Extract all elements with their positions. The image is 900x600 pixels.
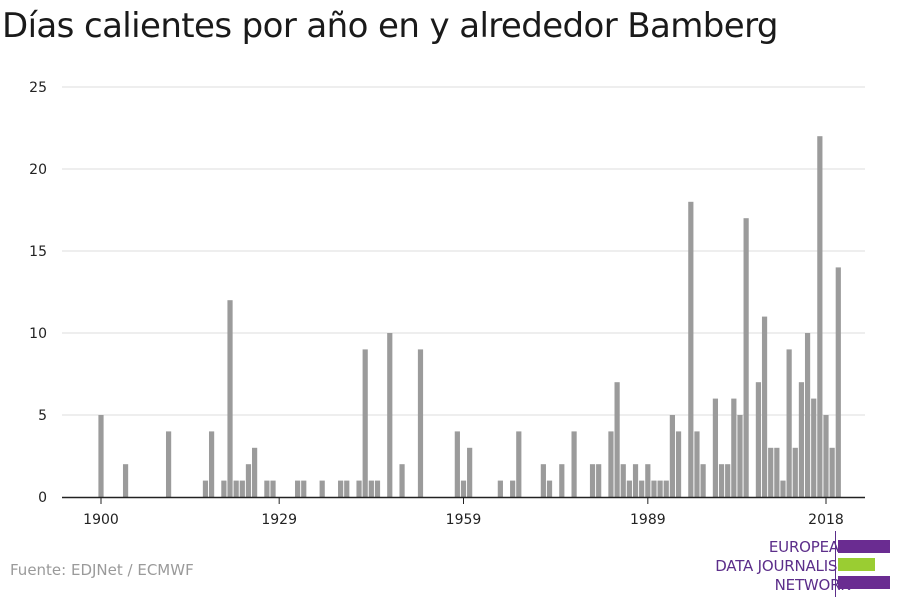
x-tick-label-1989: 1989: [630, 512, 666, 528]
bar-2009: [768, 447, 774, 497]
bar-1958: [454, 431, 460, 497]
bar-1940: [344, 480, 350, 497]
bar-1985: [620, 464, 626, 497]
bar-1981: [596, 464, 602, 497]
bar-1927: [264, 480, 270, 497]
logo-divider: [835, 531, 836, 597]
bar-2000: [712, 398, 719, 497]
x-tick-label-1959: 1959: [446, 512, 482, 528]
bar-1988: [639, 480, 645, 497]
bars: [98, 136, 841, 498]
bar-1920: [221, 480, 227, 497]
bar-1990: [651, 480, 657, 497]
bar-2019: [829, 447, 835, 497]
bar-1932: [295, 480, 301, 497]
bar-1922: [233, 480, 239, 497]
bar-1997: [694, 431, 700, 497]
y-tick-label-0: 0: [38, 490, 47, 506]
gridlines: [62, 86, 865, 416]
bar-1968: [516, 431, 522, 497]
bar-2014: [798, 382, 805, 497]
bar-1924: [245, 464, 252, 497]
y-tick-label-15: 15: [29, 244, 47, 260]
bar-1911: [165, 431, 172, 497]
bar-1921: [227, 300, 233, 497]
bar-1918: [208, 431, 215, 497]
bar-1992: [663, 480, 669, 497]
bar-2010: [774, 447, 780, 497]
bar-1960: [467, 447, 473, 497]
bar-1928: [270, 480, 276, 497]
bar-1980: [589, 464, 596, 497]
y-tick-label-20: 20: [29, 162, 47, 178]
bar-2004: [737, 415, 743, 497]
bar-2007: [755, 382, 762, 497]
bar-1991: [657, 480, 663, 497]
logo-purple-bar-bottom: [838, 576, 890, 589]
bar-1967: [510, 480, 516, 497]
bar-1933: [301, 480, 307, 497]
bar-1947: [387, 333, 393, 497]
edjnet-logo: EUROPEAN DATA JOURNALISM NETWORK: [690, 531, 900, 597]
chart-title: Días calientes por año en y alrededor Ba…: [2, 6, 778, 46]
bar-2002: [725, 464, 731, 497]
logo-green-bar: [838, 558, 875, 571]
y-tick-label-10: 10: [29, 326, 47, 342]
logo-line-2: DATA JOURNALISM: [715, 557, 850, 575]
bar-1984: [614, 382, 620, 497]
bar-1917: [202, 480, 209, 497]
bar-2017: [817, 136, 823, 497]
bar-1942: [356, 480, 362, 497]
bar-1977: [571, 431, 577, 497]
bar-1993: [669, 415, 675, 497]
bar-1949: [399, 464, 405, 497]
bar-1952: [417, 349, 424, 497]
bar-2005: [743, 218, 749, 497]
x-axis-ticks: 1900 1929 1959 1989 2018: [83, 497, 844, 528]
bar-1983: [608, 431, 614, 497]
bar-1965: [497, 480, 503, 497]
bar-2015: [804, 333, 811, 497]
bar-2018: [823, 415, 829, 497]
bar-1959: [460, 480, 467, 497]
bar-1989: [645, 464, 651, 497]
bar-2011: [780, 480, 786, 497]
bar-1987: [632, 464, 639, 497]
bar-1936: [319, 480, 325, 497]
bar-1996: [688, 201, 694, 498]
bar-2008: [761, 316, 768, 497]
bar-2001: [718, 464, 725, 497]
bar-1900: [98, 415, 104, 497]
logo-purple-bar-top: [838, 540, 890, 553]
bar-1998: [700, 464, 706, 497]
x-tick-label-1929: 1929: [261, 512, 297, 528]
bar-1973: [546, 480, 553, 497]
bar-2016: [811, 398, 817, 497]
bar-1939: [338, 480, 344, 497]
source-note: Fuente: EDJNet / ECMWF: [10, 561, 194, 579]
bar-2020: [835, 267, 841, 497]
bar-1994: [675, 431, 682, 497]
bar-2012: [786, 349, 792, 497]
bar-1923: [239, 480, 245, 497]
bar-2003: [731, 398, 737, 497]
bar-1944: [368, 480, 374, 497]
y-tick-label-25: 25: [29, 80, 47, 96]
bar-1975: [559, 464, 565, 497]
bar-1904: [122, 464, 129, 497]
bar-1925: [252, 447, 258, 497]
bar-1986: [626, 480, 632, 497]
bar-2013: [792, 447, 798, 497]
y-tick-label-5: 5: [38, 408, 47, 424]
x-tick-label-1900: 1900: [83, 512, 119, 528]
x-tick-label-2018: 2018: [808, 512, 844, 528]
bar-1945: [374, 480, 381, 497]
bar-1972: [540, 464, 546, 497]
y-axis-ticks: 0 5 10 15 20 25: [29, 80, 47, 506]
bar-1943: [362, 349, 368, 497]
logo-line-1: EUROPEAN: [768, 538, 850, 556]
logo-line-3: NETWORK: [774, 576, 851, 594]
